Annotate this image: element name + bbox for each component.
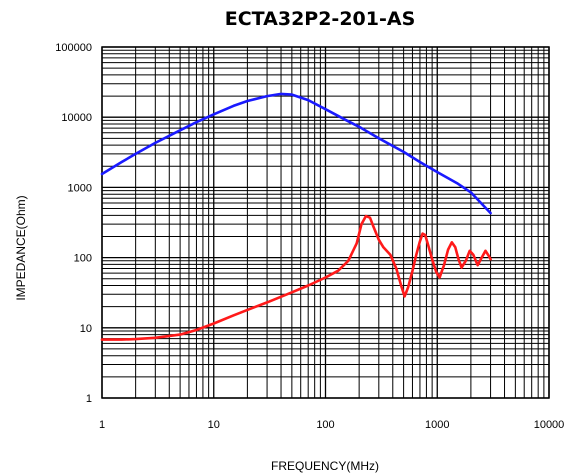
x-tick-labels: 1 10 100 1000 10000 — [99, 419, 564, 431]
series-line-2 — [100, 214, 492, 341]
y-axis-label: IMPEDANCE(Ohm) — [14, 195, 28, 300]
chart-title: ECTA32P2-201-AS — [224, 8, 416, 30]
y-tick-label: 10 — [80, 323, 92, 335]
x-tick-label: 1000 — [425, 419, 449, 431]
y-tick-label: 10000 — [61, 112, 92, 124]
x-axis-label: FREQUENCY(MHz) — [271, 459, 379, 473]
x-tick-label: 100 — [316, 419, 334, 431]
x-tick-label: 1 — [99, 419, 105, 431]
grid-lines — [101, 46, 550, 399]
series-line-1 — [100, 92, 492, 215]
x-tick-label: 10000 — [534, 419, 565, 431]
y-tick-label: 100000 — [55, 42, 92, 54]
y-tick-labels: 1 10 100 1000 10000 100000 — [55, 42, 92, 405]
x-tick-label: 10 — [208, 419, 220, 431]
plot-frame — [101, 46, 550, 399]
y-tick-label: 100 — [74, 253, 92, 265]
y-tick-label: 1 — [86, 393, 92, 405]
y-tick-label: 1000 — [68, 182, 92, 194]
series-group — [100, 92, 492, 341]
